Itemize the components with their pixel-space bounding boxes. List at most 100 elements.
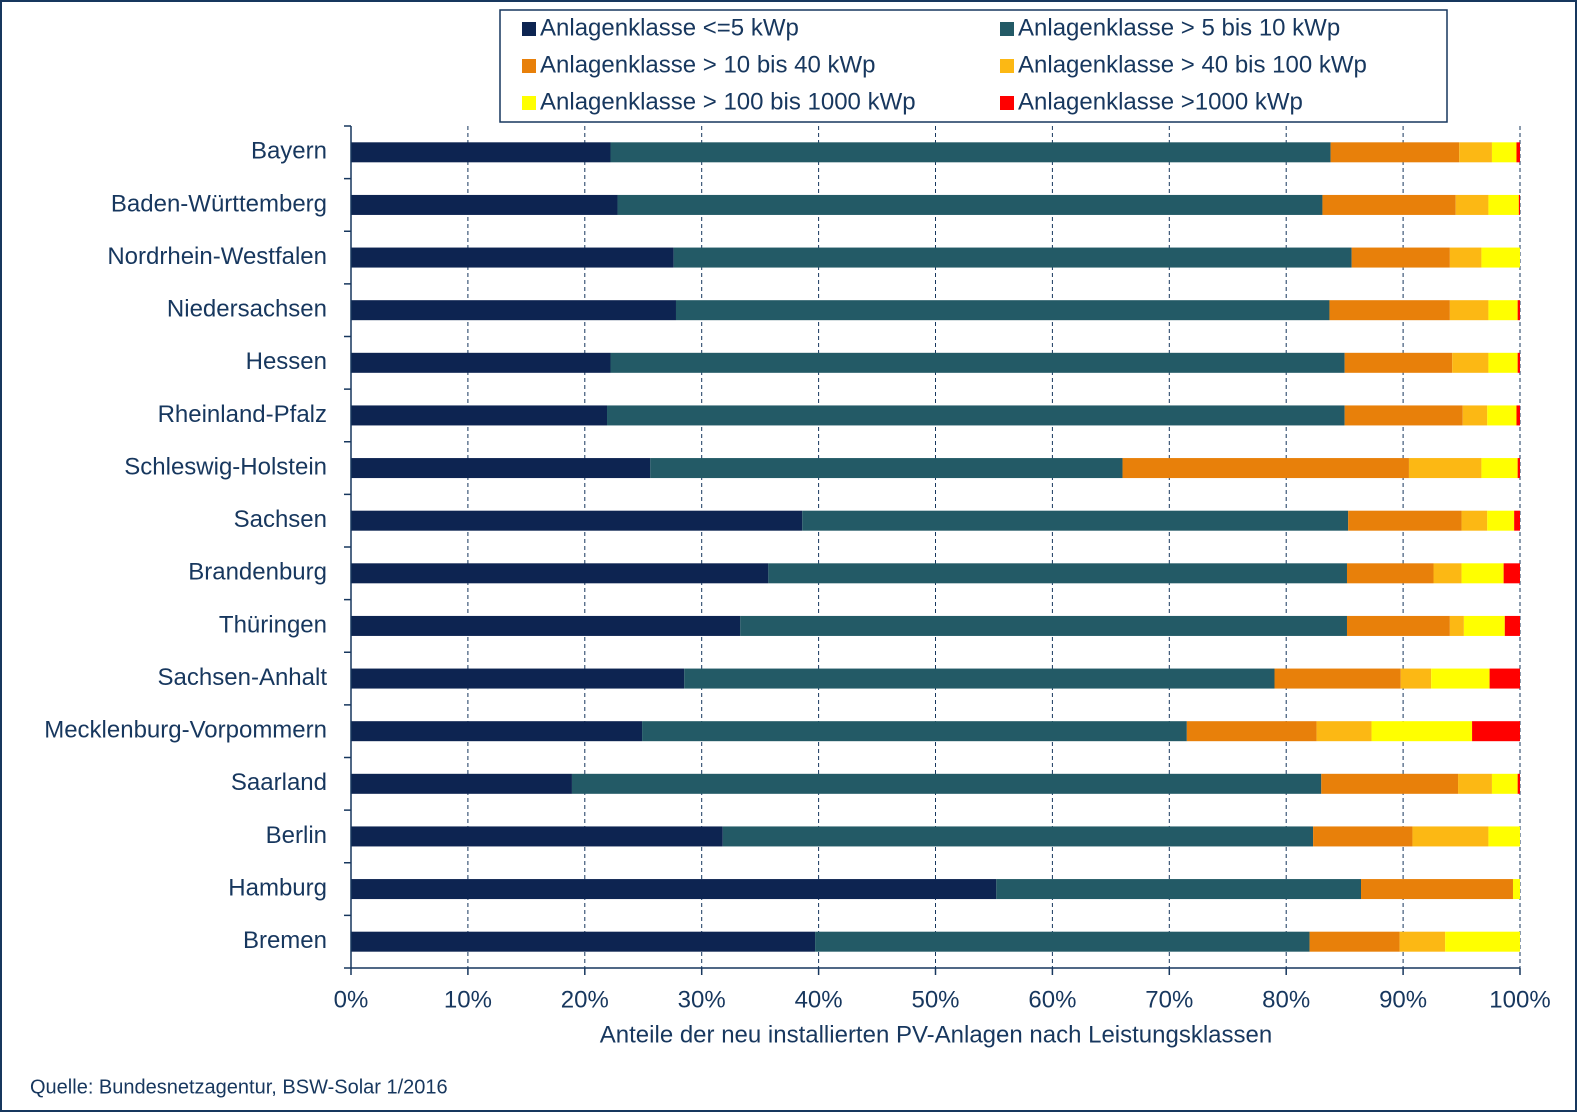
bar-segment: [351, 879, 997, 900]
legend-marker: [522, 22, 536, 36]
bar-segment: [1491, 142, 1517, 163]
bar-segment: [1481, 458, 1518, 479]
bar-segment: [351, 563, 769, 584]
x-tick-label: 100%: [1489, 986, 1550, 1013]
x-tick-label: 0%: [334, 986, 369, 1013]
bar-segment: [1514, 510, 1520, 531]
bar-segment: [1351, 247, 1450, 268]
bar-segment: [1329, 300, 1450, 321]
bar-segment: [1472, 721, 1520, 742]
bar-segment: [1487, 510, 1515, 531]
bar-segment: [1348, 510, 1462, 531]
x-tick-label: 30%: [678, 986, 726, 1013]
bar-segment: [1516, 405, 1520, 426]
bar-segment: [684, 668, 1275, 689]
bar-segment: [1487, 405, 1517, 426]
legend-marker: [1000, 96, 1014, 110]
bar-segment: [1412, 826, 1489, 847]
bar-segment: [351, 931, 816, 952]
bar-segment: [1488, 352, 1518, 373]
bar-segment: [1122, 458, 1409, 479]
x-tick-label: 40%: [795, 986, 843, 1013]
bar-segment: [1491, 773, 1518, 794]
legend-marker: [1000, 59, 1014, 73]
bar-segment: [1346, 563, 1434, 584]
bar-segment: [1512, 879, 1520, 900]
y-tick-label: Mecklenburg-Vorpommern: [44, 717, 327, 744]
bar-segment: [351, 668, 685, 689]
legend-box: [499, 9, 1448, 123]
bar-segment: [351, 405, 608, 426]
bar-segment: [351, 773, 572, 794]
source: Quelle: Bundesnetzagentur, BSW-Solar 1/2…: [30, 1076, 448, 1098]
legend-label: Anlagenklasse <=5 kWp: [540, 14, 799, 41]
bar-segment: [1431, 668, 1490, 689]
bar-segment: [1309, 931, 1400, 952]
bar-segment: [1463, 615, 1505, 636]
x-tick-label: 50%: [911, 986, 959, 1013]
bar-segment: [1459, 142, 1492, 163]
y-tick-label: Saarland: [231, 769, 327, 796]
x-tick-label: 20%: [561, 986, 609, 1013]
bar-segment: [1449, 615, 1464, 636]
bar-segment: [1518, 194, 1520, 215]
y-tick-label: Rheinland-Pfalz: [158, 401, 327, 428]
legend-label: Anlagenklasse > 10 bis 40 kWp: [540, 51, 876, 78]
bar-segment: [1461, 510, 1488, 531]
x-tick-label: 80%: [1262, 986, 1310, 1013]
bar-segment: [1489, 668, 1520, 689]
legend-label: Anlagenklasse > 5 bis 10 kWp: [1018, 14, 1340, 41]
x-tick-label: 10%: [444, 986, 492, 1013]
y-tick-label: Sachsen-Anhalt: [158, 664, 328, 691]
bar-segment: [351, 194, 618, 215]
bar-segment: [1399, 931, 1446, 952]
bar-segment: [1452, 352, 1489, 373]
y-tick-label: Sachsen: [234, 506, 327, 533]
bar-segment: [617, 194, 1323, 215]
y-tick-label: Berlin: [266, 822, 327, 849]
bar-segment: [1433, 563, 1462, 584]
bar-segment: [1488, 194, 1519, 215]
bar-segment: [1517, 300, 1520, 321]
bar-segment: [1316, 721, 1372, 742]
x-tick-label: 60%: [1028, 986, 1076, 1013]
bar-segment: [610, 352, 1345, 373]
bar-segment: [722, 826, 1314, 847]
y-tick-label: Brandenburg: [188, 559, 327, 586]
bar-segment: [802, 510, 1349, 531]
bar-segment: [1461, 563, 1504, 584]
bar-segment: [607, 405, 1345, 426]
bar-segment: [1455, 194, 1489, 215]
bar-segment: [351, 826, 723, 847]
bar-segment: [675, 300, 1330, 321]
bar-segment: [351, 247, 674, 268]
bar-segment: [1344, 352, 1453, 373]
bar-segment: [1330, 142, 1460, 163]
y-tick-label: Niedersachsen: [167, 296, 327, 323]
bar-segment: [642, 721, 1187, 742]
bar-segment: [1504, 615, 1520, 636]
bar-segment: [1445, 931, 1520, 952]
bar-segment: [1488, 300, 1518, 321]
y-tick-label: Thüringen: [219, 611, 327, 638]
bar-segment: [1503, 563, 1520, 584]
bar-segment: [1186, 721, 1317, 742]
legend-marker: [522, 96, 536, 110]
y-tick-label: Baden-Württemberg: [111, 190, 327, 217]
bar-segment: [351, 142, 611, 163]
y-tick-label: Hamburg: [228, 874, 327, 901]
bar-segment: [1408, 458, 1482, 479]
bar-segment: [351, 510, 803, 531]
bar-segment: [1313, 826, 1413, 847]
bar-segment: [351, 458, 651, 479]
y-tick-label: Schleswig-Holstein: [124, 453, 327, 480]
bar-segment: [1344, 405, 1463, 426]
bar-segment: [1517, 458, 1520, 479]
bar-segment: [571, 773, 1322, 794]
y-tick-label: Bayern: [251, 138, 327, 165]
x-tick-label: 90%: [1379, 986, 1427, 1013]
bar-segment: [351, 352, 611, 373]
bar-segment: [1517, 773, 1520, 794]
bar-segment: [996, 879, 1362, 900]
